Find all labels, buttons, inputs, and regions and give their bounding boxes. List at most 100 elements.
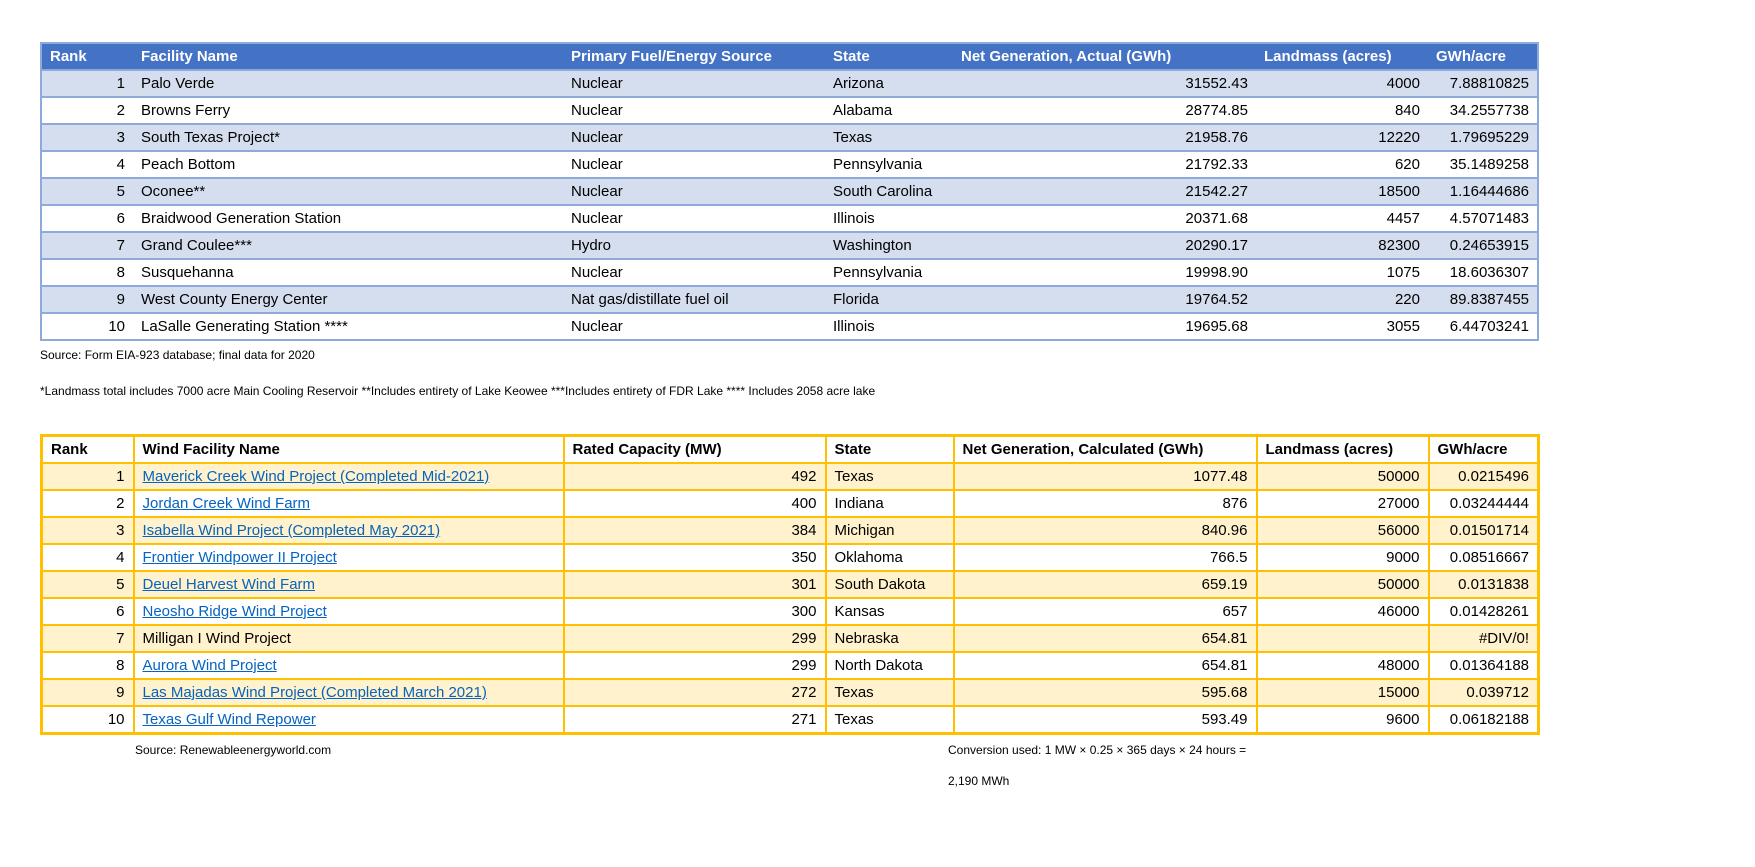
rated-capacity-cell: 384 xyxy=(562,516,827,545)
wind-facility-link[interactable]: Maverick Creek Wind Project (Completed M… xyxy=(142,468,490,485)
wind-facility-name-cell: Deuel Harvest Wind Farm xyxy=(132,570,565,599)
facility-name-cell: Susquehanna xyxy=(133,258,563,286)
landmass-cell: 50000 xyxy=(1255,570,1430,599)
net-generation-cell: 595.68 xyxy=(952,678,1258,707)
landmass-cell: 18500 xyxy=(1256,177,1428,205)
rated-capacity-cell: 301 xyxy=(562,570,827,599)
net-generation-cell: 654.81 xyxy=(952,651,1258,680)
facility-name-cell: LaSalle Generating Station **** xyxy=(133,312,563,340)
facility-name-cell: Grand Coulee*** xyxy=(133,231,563,259)
rank-cell: 7 xyxy=(40,624,135,653)
rated-capacity-cell: 272 xyxy=(562,678,827,707)
landmass-cell: 56000 xyxy=(1255,516,1430,545)
facility-name-cell: South Texas Project* xyxy=(133,123,563,151)
state-cell: Michigan xyxy=(824,516,955,545)
state-cell: Illinois xyxy=(825,312,953,340)
gwh-per-acre-cell: 0.01501714 xyxy=(1427,516,1540,545)
net-generation-cell: 21958.76 xyxy=(953,123,1256,151)
wind-facility-link[interactable]: Las Majadas Wind Project (Completed Marc… xyxy=(142,684,487,701)
column-header: GWh/acre xyxy=(1428,43,1538,70)
wind-table-notes: Source: Renewableenergyworld.com Convers… xyxy=(40,735,1537,825)
column-header: Rated Capacity (MW) xyxy=(562,434,827,464)
wind-facility-name-cell: Las Majadas Wind Project (Completed Marc… xyxy=(132,678,565,707)
column-header: Landmass (acres) xyxy=(1255,434,1430,464)
table-row: 8 Susquehanna Nuclear Pennsylvania 19998.90 1… xyxy=(41,258,1538,286)
fuel-source-cell: Nuclear xyxy=(563,258,825,286)
rank-cell: 3 xyxy=(41,123,133,151)
rank-cell: 1 xyxy=(41,69,133,97)
net-generation-cell: 1077.48 xyxy=(952,462,1258,491)
wind-facility-name-cell: Frontier Windpower II Project xyxy=(132,543,565,572)
landmass-cell: 46000 xyxy=(1255,597,1430,626)
fuel-source-cell: Nuclear xyxy=(563,312,825,340)
rank-cell: 2 xyxy=(41,96,133,124)
wind-facilities-table: Rank Wind Facility Name Rated Capacity (MW… xyxy=(40,434,1540,735)
state-cell: Texas xyxy=(825,123,953,151)
gwh-per-acre-cell: 0.08516667 xyxy=(1427,543,1540,572)
state-cell: Texas xyxy=(824,705,955,735)
net-generation-cell: 28774.85 xyxy=(953,96,1256,124)
gwh-per-acre-cell: 0.06182188 xyxy=(1427,705,1540,735)
landmass-cell: 50000 xyxy=(1255,462,1430,491)
table-row: 10 LaSalle Generating Station **** Nuclear… xyxy=(41,312,1538,340)
table-row: 3 Isabella Wind Project (Completed May 20… xyxy=(40,516,1540,545)
gwh-per-acre-cell: 6.44703241 xyxy=(1428,312,1538,340)
rated-capacity-cell: 492 xyxy=(562,462,827,491)
rank-cell: 7 xyxy=(41,231,133,259)
wind-facility-name-cell: Neosho Ridge Wind Project xyxy=(132,597,565,626)
wind-facility-link[interactable]: Texas Gulf Wind Repower xyxy=(142,711,316,728)
table-row: 2 Browns Ferry Nuclear Alabama 28774.85 840 34… xyxy=(41,96,1538,124)
net-generation-cell: 876 xyxy=(952,489,1258,518)
column-header: Rank xyxy=(40,434,135,464)
rated-capacity-cell: 300 xyxy=(562,597,827,626)
rated-capacity-cell: 400 xyxy=(562,489,827,518)
landmass-cell: 4000 xyxy=(1256,69,1428,97)
gwh-per-acre-cell: 0.0131838 xyxy=(1427,570,1540,599)
wind-facility-link[interactable]: Deuel Harvest Wind Farm xyxy=(142,576,316,593)
gwh-per-acre-cell: 1.16444686 xyxy=(1428,177,1538,205)
table-row: 10 Texas Gulf Wind Repower 271 Texas 593.49 9… xyxy=(40,705,1540,735)
nuclear-table-header-row: Rank Facility Name Primary Fuel/Energy Sou… xyxy=(41,43,1538,70)
state-cell: Arizona xyxy=(825,69,953,97)
rank-cell: 5 xyxy=(40,570,135,599)
table-row: 1 Palo Verde Nuclear Arizona 31552.43 4000 7.8… xyxy=(41,69,1538,97)
facility-name-cell: Palo Verde xyxy=(133,69,563,97)
wind-facility-link[interactable]: Neosho Ridge Wind Project xyxy=(142,603,327,620)
fuel-source-cell: Nuclear xyxy=(563,204,825,232)
facility-name-cell: Braidwood Generation Station xyxy=(133,204,563,232)
fuel-source-cell: Nuclear xyxy=(563,150,825,178)
state-cell: Oklahoma xyxy=(824,543,955,572)
column-header: Net Generation, Calculated (GWh) xyxy=(952,434,1258,464)
fuel-source-cell: Nuclear xyxy=(563,177,825,205)
gwh-per-acre-cell: 7.88810825 xyxy=(1428,69,1538,97)
state-cell: Washington xyxy=(825,231,953,259)
table-row: 1 Maverick Creek Wind Project (Completed … xyxy=(40,462,1540,491)
rated-capacity-cell: 299 xyxy=(562,651,827,680)
wind-facility-link[interactable]: Frontier Windpower II Project xyxy=(142,549,337,566)
table-row: 6 Neosho Ridge Wind Project 300 Kansas 657 46… xyxy=(40,597,1540,626)
rank-cell: 4 xyxy=(41,150,133,178)
rank-cell: 6 xyxy=(40,597,135,626)
landmass-cell: 27000 xyxy=(1255,489,1430,518)
wind-facility-link[interactable]: Isabella Wind Project (Completed May 202… xyxy=(142,522,441,539)
nuclear-facilities-table: Rank Facility Name Primary Fuel/Energy Sou… xyxy=(40,42,1539,341)
wind-facility-link[interactable]: Aurora Wind Project xyxy=(142,657,277,674)
rank-cell: 10 xyxy=(40,705,135,735)
gwh-per-acre-cell: 18.6036307 xyxy=(1428,258,1538,286)
net-generation-cell: 593.49 xyxy=(952,705,1258,735)
table-row: 5 Oconee** Nuclear South Carolina 21542.27 18… xyxy=(41,177,1538,205)
state-cell: Florida xyxy=(825,285,953,313)
rank-cell: 5 xyxy=(41,177,133,205)
state-cell: Pennsylvania xyxy=(825,150,953,178)
rated-capacity-cell: 350 xyxy=(562,543,827,572)
net-generation-cell: 654.81 xyxy=(952,624,1258,653)
wind-facility-name-cell: Aurora Wind Project xyxy=(132,651,565,680)
facility-name-cell: Browns Ferry xyxy=(133,96,563,124)
landmass-cell: 220 xyxy=(1256,285,1428,313)
column-header: Facility Name xyxy=(133,43,563,70)
table-row: 4 Frontier Windpower II Project 350 Oklahom… xyxy=(40,543,1540,572)
net-generation-cell: 20371.68 xyxy=(953,204,1256,232)
wind-facility-link[interactable]: Jordan Creek Wind Farm xyxy=(142,495,311,512)
state-cell: Pennsylvania xyxy=(825,258,953,286)
net-generation-cell: 659.19 xyxy=(952,570,1258,599)
